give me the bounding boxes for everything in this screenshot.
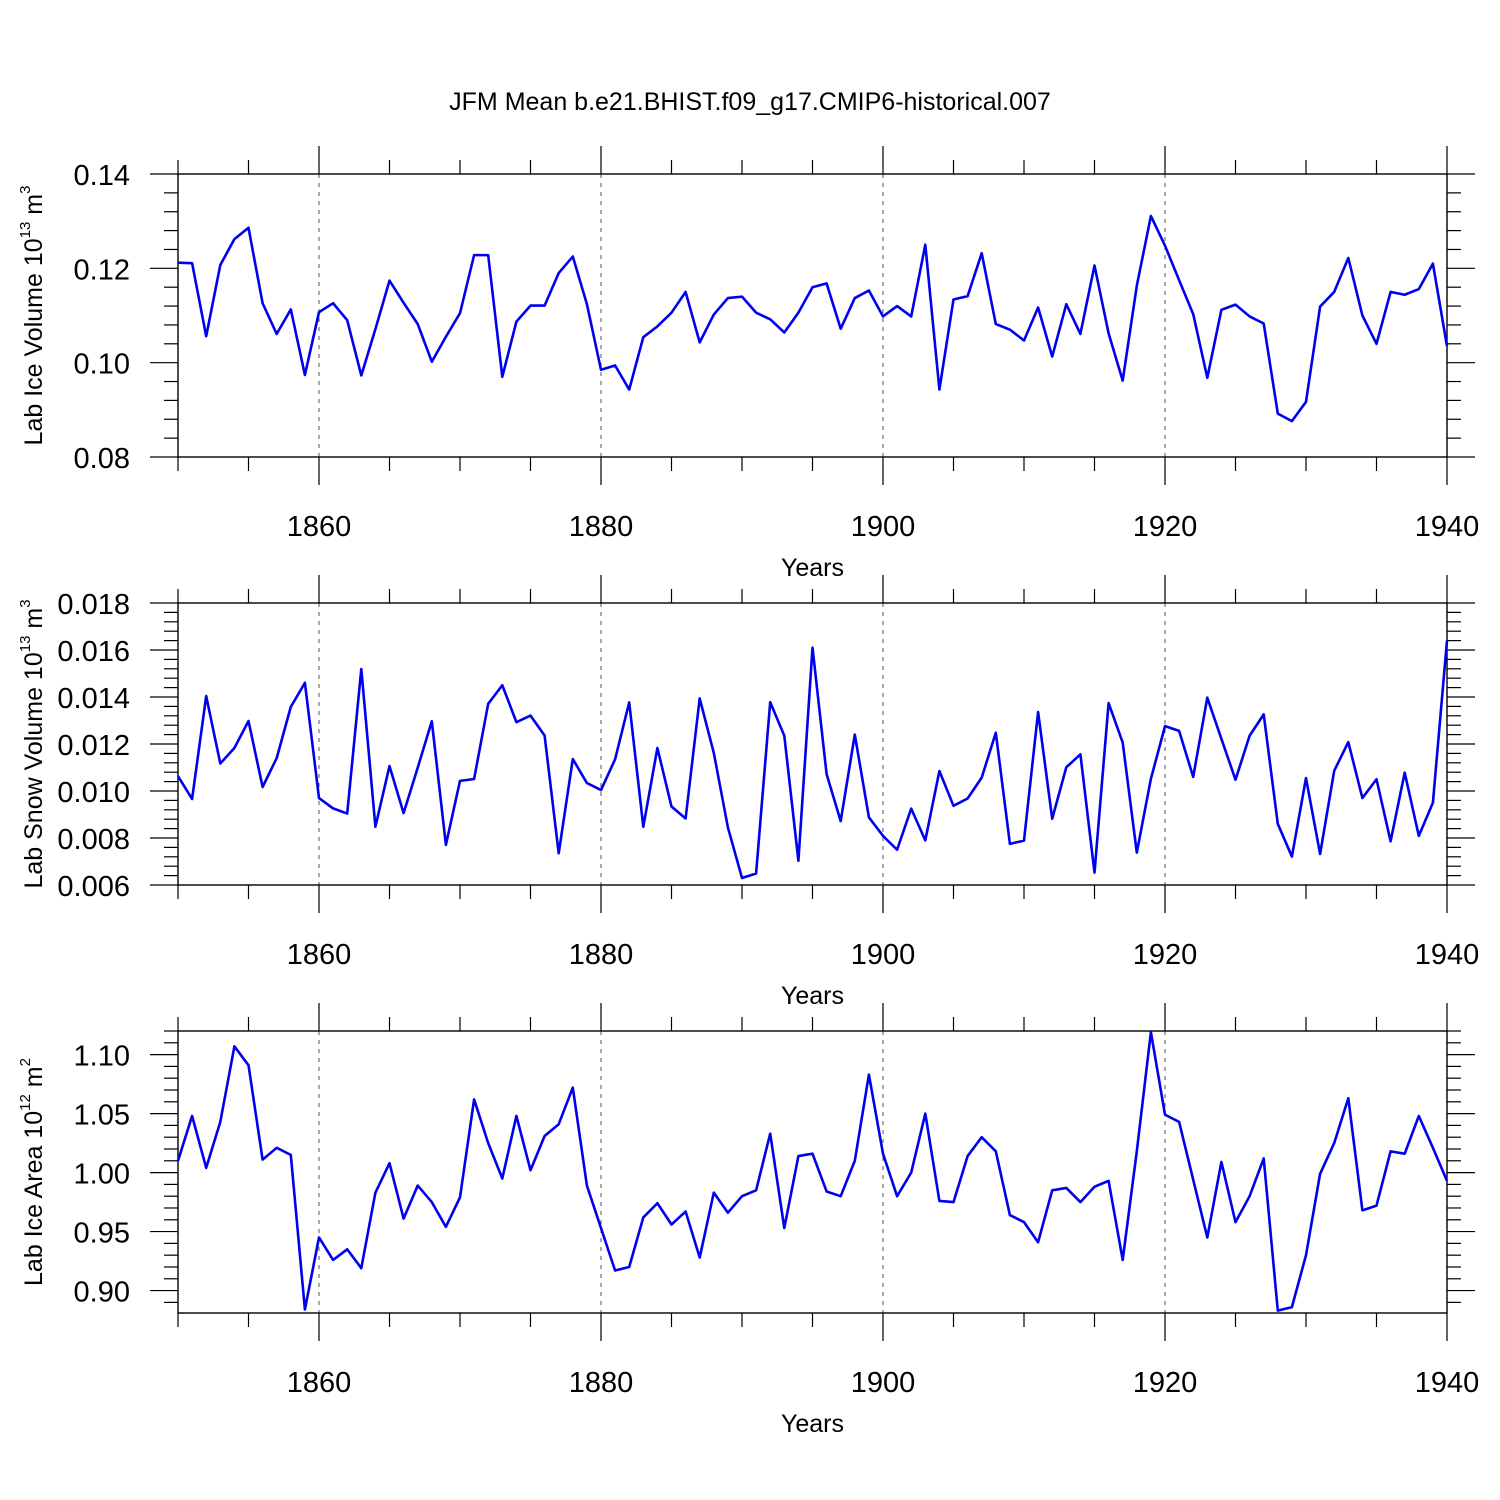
y-axis-label-exponent: 13 [17,222,34,239]
y-axis-label-unit: m [20,194,48,222]
y-tick-label: 0.95 [74,1218,130,1250]
y-axis-label-main: Lab Snow Volume 10 [20,652,48,888]
panel-3: 1860 1880 1900 1920 1940 Years 0.90 0.95 1.00 1.0… [17,1003,1479,1438]
series-line [176,640,1449,880]
data-points [176,639,1449,880]
x-tick-label-1940: 1940 [1415,1367,1480,1399]
y-tick-label: 1.05 [74,1100,130,1132]
plot-frame [177,1030,1448,1314]
x-tick-label-1880: 1880 [569,939,634,971]
data-points [176,214,1449,423]
x-tick-label-1920: 1920 [1133,1367,1198,1399]
y-tick-label: 0.006 [57,871,130,903]
y-tick-label: 0.90 [74,1277,130,1309]
series-line [177,214,1449,423]
y-tick-label: 0.010 [57,777,130,809]
y-axis-label: Lab Ice Volume 1013 m3 [17,186,48,446]
plot-frame [177,173,1448,458]
x-tick-label-1900: 1900 [851,939,916,971]
x-axis-label: Years [781,1410,844,1438]
y-axis-label-main: Lab Ice Volume 10 [20,238,48,445]
y-tick-label: 0.12 [74,254,130,286]
x-tick-label-1940: 1940 [1415,939,1480,971]
y-tick-label: 1.00 [74,1159,130,1191]
x-axis-label: Years [781,982,844,1010]
x-tick-label-1940: 1940 [1415,511,1480,543]
y-axis-label-unit-exponent: 3 [17,186,34,194]
x-tick-label-1880: 1880 [569,1367,634,1399]
y-axis-label-unit: m [20,1066,48,1094]
x-tick-label-1860: 1860 [287,1367,352,1399]
x-tick-label-1860: 1860 [287,939,352,971]
y-tick-label: 0.014 [57,683,130,715]
y-tick-label: 0.08 [74,443,130,475]
y-tick-label: 1.10 [74,1041,130,1073]
x-tick-label-1920: 1920 [1133,511,1198,543]
y-axis-label-unit-exponent: 3 [17,599,34,607]
figure-title: JFM Mean b.e21.BHIST.f09_g17.CMIP6-histo… [449,88,1051,116]
y-axis-label-unit-exponent: 2 [17,1058,34,1066]
panels: 1860 1880 1900 1920 1940 Years 0.08 0.10 0.12 0.1… [17,146,1479,1438]
y-axis-label-exponent: 13 [17,636,34,653]
x-tick-label-1900: 1900 [851,1367,916,1399]
y-axis-label: Lab Snow Volume 1013 m3 [17,599,48,888]
x-tick-label-1860: 1860 [287,511,352,543]
series-line [176,1030,1449,1312]
y-axis-label-exponent: 12 [17,1094,34,1111]
x-tick-label-1920: 1920 [1133,939,1198,971]
y-axis-label: Lab Ice Area 1012 m2 [17,1058,48,1286]
x-axis-label: Years [781,554,844,582]
y-tick-label: 0.018 [57,589,130,621]
y-axis-label-unit: m [20,608,48,636]
y-axis-label-main: Lab Ice Area 10 [20,1111,48,1286]
y-tick-label: 0.14 [74,160,130,192]
y-tick-label: 0.008 [57,824,130,856]
panel-2: 1860 1880 1900 1920 1940 Years 0.006 0.008 0.010… [17,575,1479,1010]
x-tick-label-1900: 1900 [851,511,916,543]
y-tick-label: 0.012 [57,730,130,762]
x-tick-label-1880: 1880 [569,511,634,543]
y-tick-label: 0.016 [57,636,130,668]
panel-1: 1860 1880 1900 1920 1940 Years 0.08 0.10 0.12 0.1… [17,146,1479,582]
y-tick-label: 0.10 [74,349,130,381]
